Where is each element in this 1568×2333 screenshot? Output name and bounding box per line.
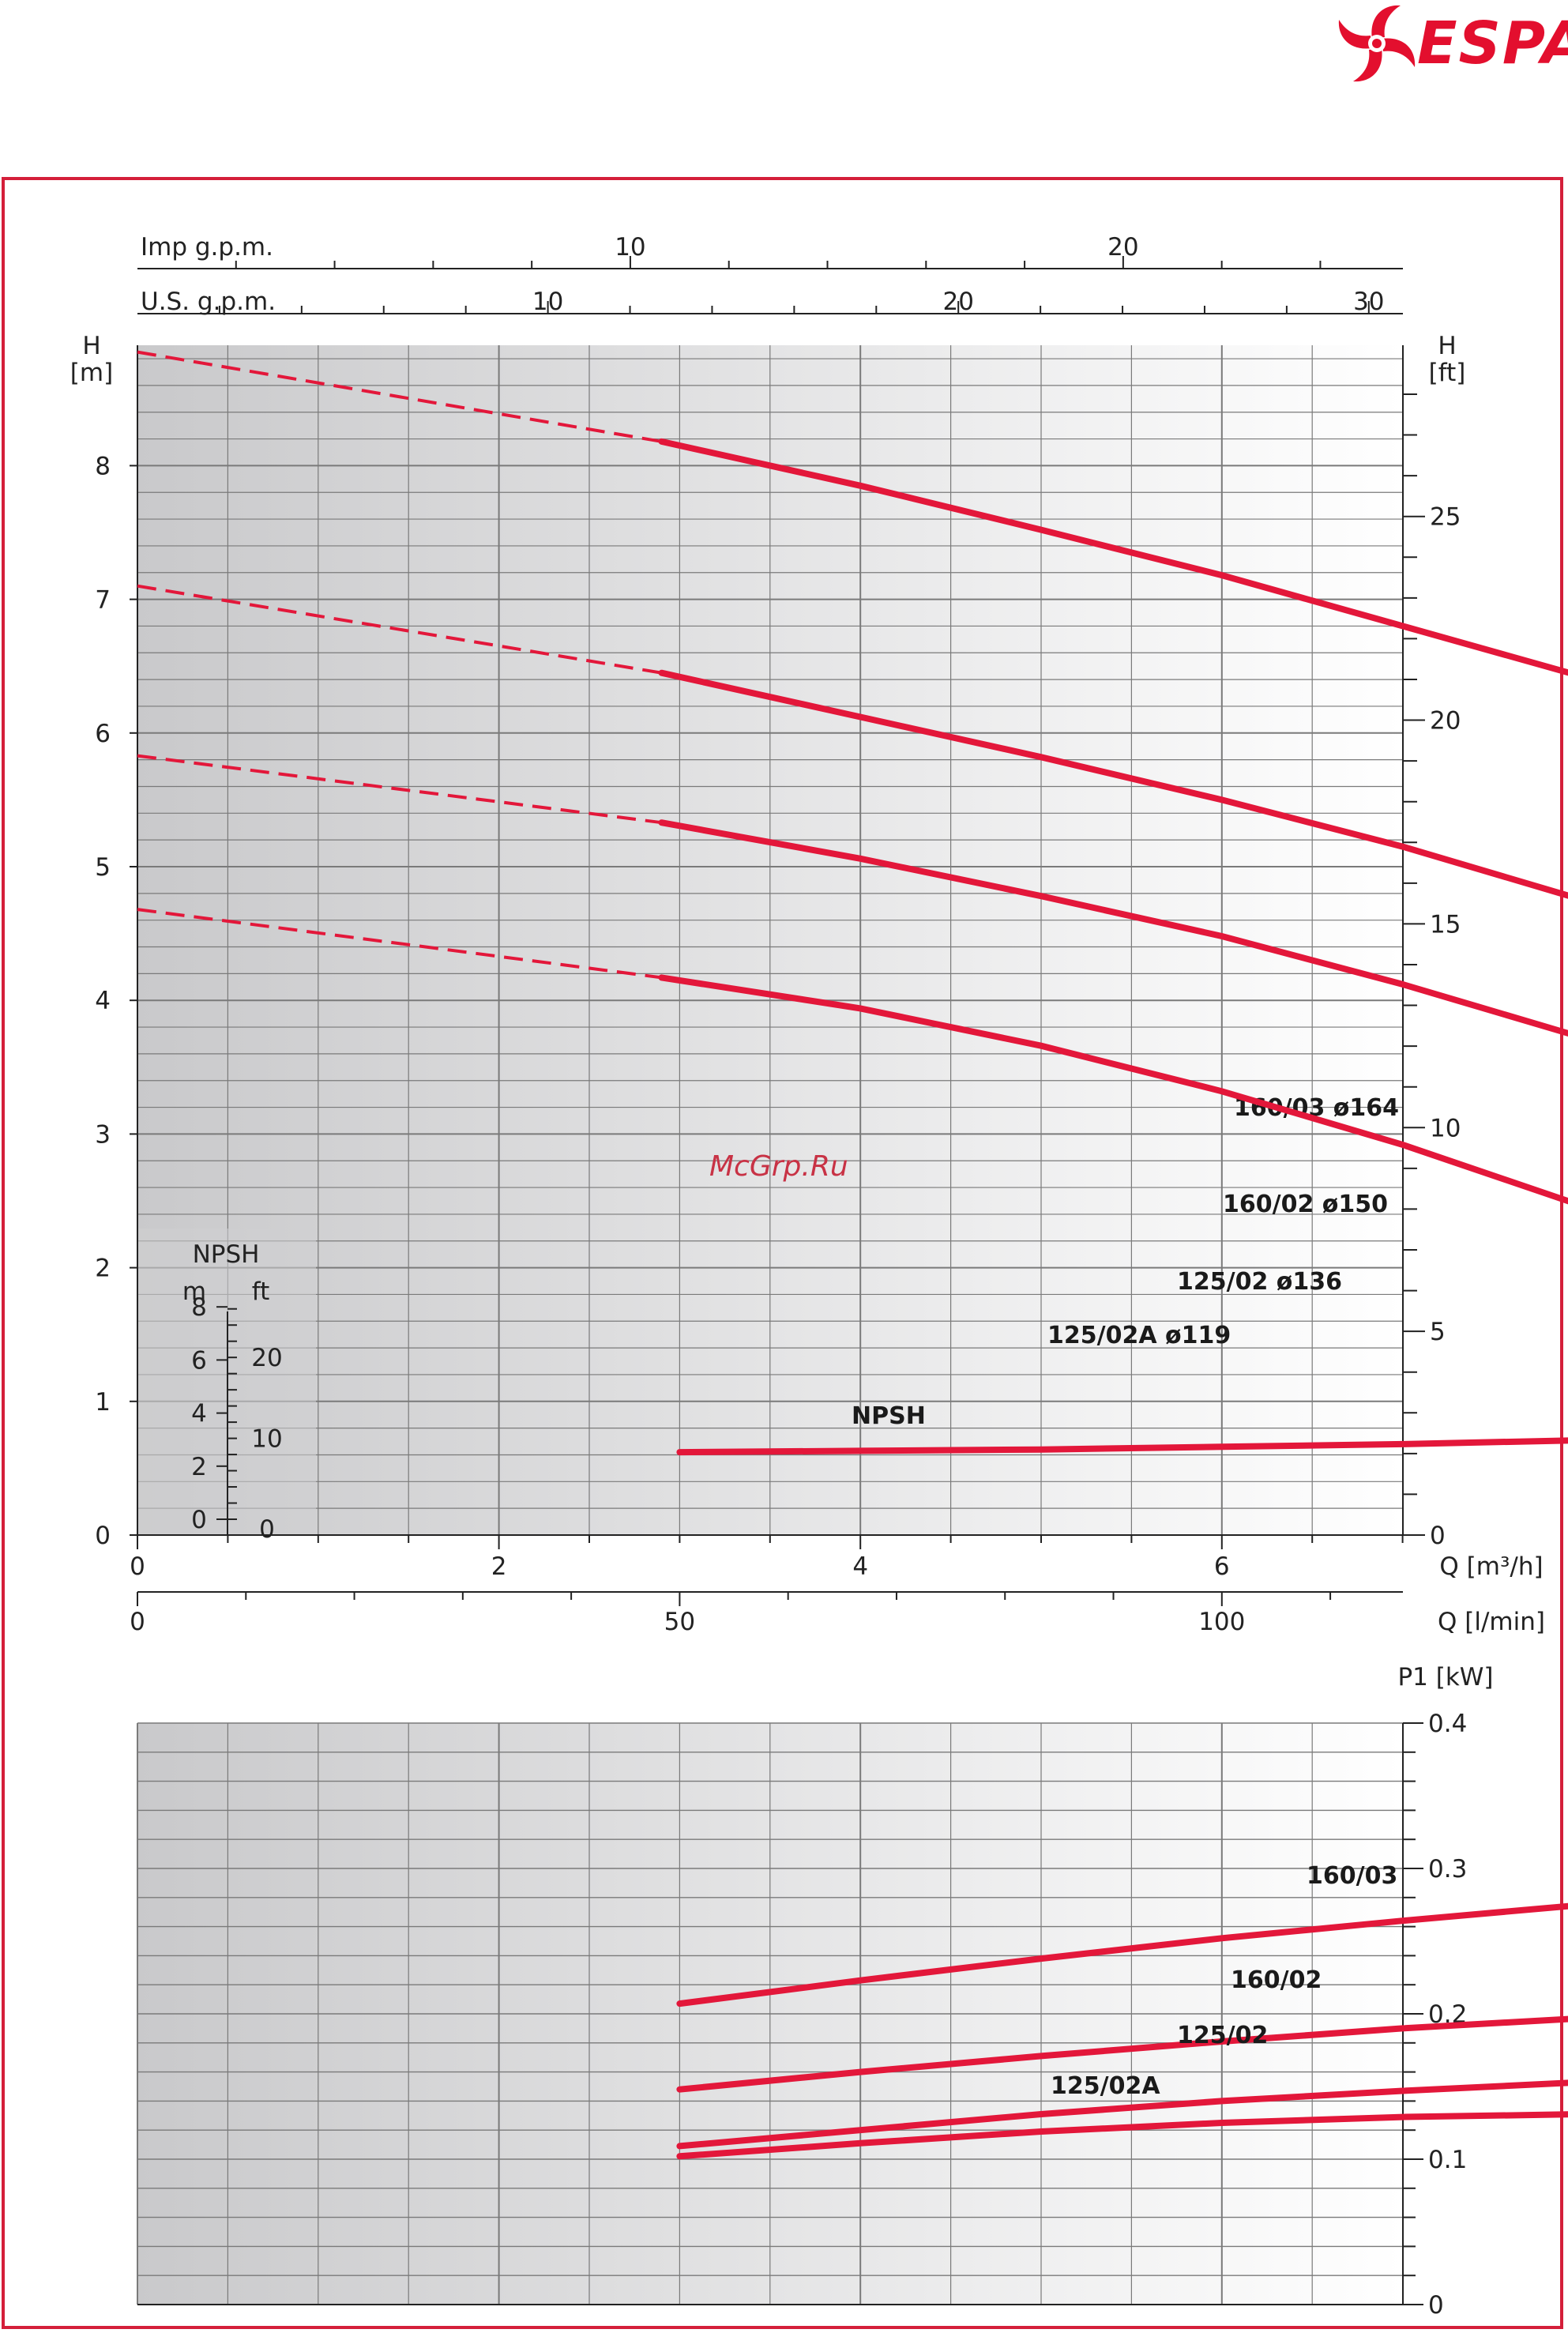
head-curve — [658, 819, 1568, 1037]
y-axis-unit-m: [m] — [70, 359, 113, 387]
lmin-tick-label: 100 — [1198, 1608, 1245, 1636]
curve-label: 125/02A ø119 — [1047, 1322, 1231, 1349]
head-curve-extrapolation — [137, 584, 662, 675]
npsh-unit-m: m — [182, 1278, 206, 1306]
y2-tick-label: 20 — [1430, 707, 1461, 736]
curve-label: NPSH — [852, 1402, 926, 1430]
imp-gpm-tick-label: 10 — [615, 233, 645, 262]
npsh-m-tick-label: 0 — [191, 1506, 207, 1534]
y-tick-label: 2 — [95, 1255, 111, 1283]
bottom-axes: 024681012Q [m³/h]050100150200Q [l/min] — [130, 1534, 1545, 1636]
x-axis-label: Q [m³/h] — [1439, 1552, 1543, 1581]
power-curve — [676, 2079, 1568, 2150]
espa-pinwheel-icon — [1338, 5, 1416, 82]
top-axes: Imp g.p.m.1020304050U.S. g.p.m.102030405… — [137, 233, 1403, 316]
head-curve — [658, 669, 1568, 899]
npsh-axis-title: NPSH — [193, 1240, 260, 1269]
watermark: McGrp.Ru — [709, 1150, 848, 1183]
power-curve — [676, 2111, 1568, 2160]
npsh-m-tick-label: 8 — [191, 1293, 207, 1322]
us-gpm-tick-label: 20 — [942, 288, 973, 316]
y2-tick-label: 0 — [1430, 1522, 1446, 1550]
us-gpm-tick-label: 30 — [1353, 288, 1384, 316]
y2-tick-label: 5 — [1430, 1318, 1446, 1346]
power-grid — [137, 1722, 1404, 2305]
power-y-axis-label: P1 [kW] — [1397, 1663, 1493, 1691]
power-curves: 160/03 160/02 125/02 125/02A — [676, 1862, 1568, 2160]
power-y-tick-label: 0.4 — [1428, 1710, 1467, 1738]
y-tick-label: 5 — [95, 853, 111, 882]
y-axis-label-h: H — [82, 332, 100, 360]
head-curve-extrapolation — [137, 350, 662, 443]
y2-tick-label: 15 — [1430, 910, 1461, 939]
y2-axis-label-h: H — [1438, 332, 1456, 360]
power-y-tick-label: 0.1 — [1428, 2146, 1467, 2174]
npsh-m-tick-label: 4 — [191, 1400, 207, 1428]
imp-gpm-label: Imp g.p.m. — [141, 233, 273, 262]
power-axes: 00.10.20.30.4P1 [kW] — [137, 1663, 1494, 2320]
npsh-ft-tick-label: 0 — [259, 1515, 275, 1544]
npsh-m-tick-label: 2 — [191, 1453, 207, 1481]
curve-label: 160/02 ø150 — [1223, 1191, 1388, 1218]
npsh-unit-ft: ft — [252, 1278, 270, 1306]
y-tick-label: 0 — [95, 1522, 111, 1550]
x-tick-label: 6 — [1214, 1552, 1230, 1581]
espa-logo: ESPA — [1338, 5, 1568, 82]
chart-frame — [2, 177, 1563, 2329]
us-gpm-label: U.S. g.p.m. — [141, 288, 276, 316]
x-tick-label: 0 — [130, 1552, 145, 1581]
y-tick-label: 7 — [95, 586, 111, 615]
power-curve — [676, 2015, 1568, 2093]
npsh-ft-tick-label: 20 — [251, 1344, 282, 1372]
power-curve-label: 160/03 — [1307, 1862, 1397, 1890]
x-tick-label: 4 — [852, 1552, 868, 1581]
lmin-axis-label: Q [l/min] — [1438, 1608, 1545, 1636]
y2-axis-unit-ft: [ft] — [1429, 359, 1466, 387]
power-y-tick-label: 0 — [1428, 2291, 1444, 2320]
imp-gpm-tick-label: 20 — [1107, 233, 1138, 262]
y-tick-label: 3 — [95, 1120, 111, 1149]
y-tick-label: 8 — [95, 452, 111, 480]
lmin-tick-label: 50 — [664, 1608, 695, 1636]
npsh-m-tick-label: 6 — [191, 1346, 207, 1375]
y-tick-label: 4 — [95, 987, 111, 1015]
power-y-tick-label: 0.3 — [1428, 1855, 1467, 1883]
us-gpm-tick-label: 10 — [532, 288, 563, 316]
power-curve-label: 125/02 — [1177, 2022, 1268, 2049]
head-curve-extrapolation — [137, 908, 662, 980]
y-tick-label: 6 — [95, 720, 111, 748]
y2-tick-label: 10 — [1430, 1114, 1461, 1142]
y2-tick-label: 25 — [1430, 503, 1461, 532]
lmin-tick-label: 0 — [130, 1608, 145, 1636]
x-tick-label: 2 — [491, 1552, 507, 1581]
curve-label: 125/02 ø136 — [1177, 1268, 1342, 1296]
npsh-ft-tick-label: 10 — [251, 1425, 282, 1454]
npsh-curve — [676, 1437, 1568, 1456]
head-curve — [658, 974, 1568, 1205]
power-curve — [676, 1902, 1568, 2008]
head-curve — [658, 438, 1568, 676]
espa-wordmark: ESPA — [1417, 9, 1568, 77]
power-curve-label: 125/02A — [1051, 2072, 1160, 2100]
power-curve-label: 160/02 — [1231, 1966, 1322, 1994]
y-tick-label: 1 — [95, 1388, 111, 1417]
head-curve-extrapolation — [137, 754, 662, 825]
